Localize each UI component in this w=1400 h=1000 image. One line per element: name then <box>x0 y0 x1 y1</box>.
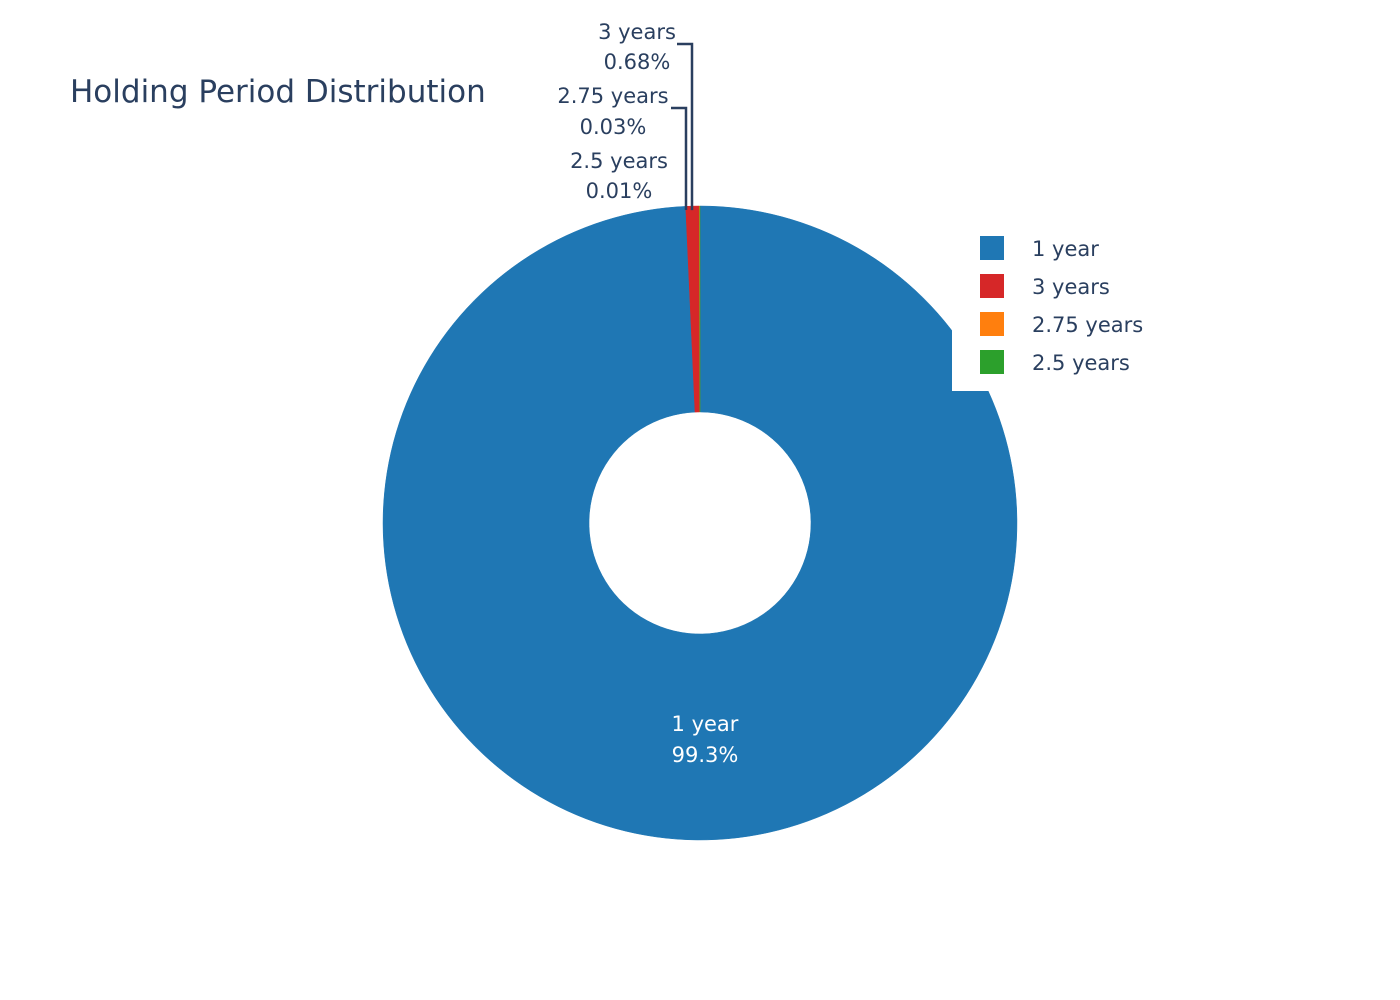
slice-label-2-75-years: 2.75 years <box>557 84 668 108</box>
slice-value-2-75-years: 0.03% <box>580 115 647 139</box>
leader-lines <box>671 42 694 211</box>
pie-slice-1-year <box>382 205 1018 841</box>
slice-label-3-years: 3 years <box>598 20 676 44</box>
legend-swatch-1-year[interactable] <box>980 236 1004 260</box>
legend: 1 year 3 years 2.75 years 2.5 years <box>952 228 1152 391</box>
legend-swatch-2-75-years[interactable] <box>980 312 1004 336</box>
slice-label-2-5-years: 2.5 years <box>570 149 668 173</box>
leader-line-3-years <box>677 42 694 211</box>
leader-line-2-75-years <box>671 106 688 211</box>
legend-label-2-5-years[interactable]: 2.5 years <box>1032 351 1130 375</box>
legend-swatch-2-5-years[interactable] <box>980 350 1004 374</box>
chart-title: Holding Period Distribution <box>70 74 486 110</box>
slice-value-2-5-years: 0.01% <box>586 179 653 203</box>
slice-labels: 1 year 99.3% 3 years 0.68% 2.75 years 0.03% 2.… <box>557 20 738 767</box>
slice-label-1-year: 1 year <box>672 712 739 736</box>
slice-value-3-years: 0.68% <box>604 50 671 74</box>
legend-label-3-years[interactable]: 3 years <box>1032 275 1110 299</box>
slice-value-1-year: 99.3% <box>672 743 739 767</box>
legend-label-2-75-years[interactable]: 2.75 years <box>1032 313 1143 337</box>
legend-swatch-3-years[interactable] <box>980 274 1004 298</box>
legend-label-1-year[interactable]: 1 year <box>1032 237 1099 261</box>
pie-slices <box>382 205 1018 841</box>
